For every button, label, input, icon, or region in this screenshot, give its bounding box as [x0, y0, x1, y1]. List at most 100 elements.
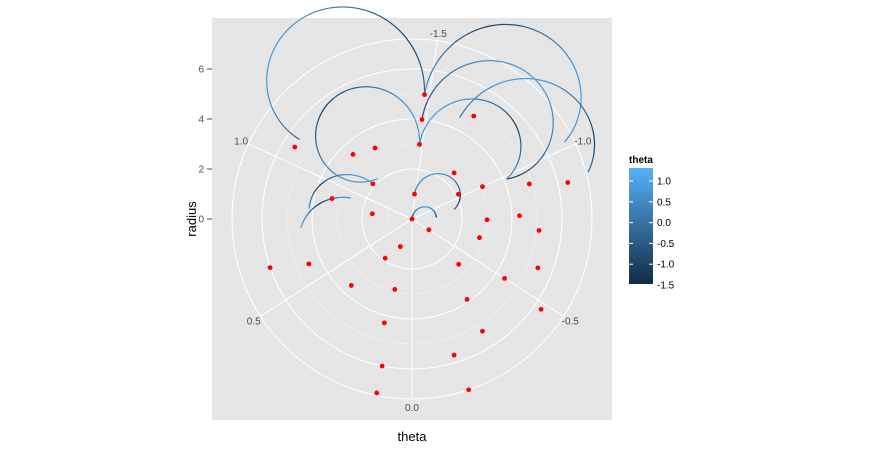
spiral-line-segment	[548, 100, 552, 107]
spiral-line-segment	[557, 44, 562, 49]
spiral-line-segment	[330, 6, 338, 9]
spiral-line-segment	[514, 65, 521, 69]
spiral-line-segment	[527, 72, 532, 77]
spiral-line-segment	[386, 90, 393, 94]
spiral-line-segment	[486, 86, 492, 90]
y-axis-title: radius	[184, 201, 199, 237]
spiral-line-segment	[476, 27, 483, 31]
spiral-line-segment	[432, 64, 436, 71]
spiral-line-segment	[510, 63, 517, 67]
spiral-line-segment	[417, 129, 420, 136]
spiral-line-segment	[398, 97, 404, 103]
data-point	[484, 217, 490, 223]
spiral-line-segment	[497, 81, 503, 85]
spiral-line-segment	[546, 35, 552, 40]
spiral-line-segment	[273, 111, 277, 117]
spiral-line-segment	[455, 38, 461, 43]
data-point	[565, 180, 571, 185]
spiral-line-segment	[330, 170, 335, 175]
spiral-line-segment	[546, 143, 550, 149]
spiral-line-segment	[477, 92, 482, 97]
data-point	[267, 265, 273, 271]
spiral-line-segment	[575, 120, 578, 126]
spiral-line-segment	[538, 31, 544, 35]
spiral-line-segment	[351, 87, 358, 90]
spiral-line-segment	[524, 26, 531, 29]
spiral-line-segment	[379, 15, 386, 20]
spiral-line-segment	[416, 124, 419, 131]
spiral-line-segment	[537, 158, 542, 163]
spiral-line-segment	[521, 171, 527, 175]
spiral-line-segment	[569, 131, 573, 136]
spiral-line-segment	[550, 105, 553, 111]
spiral-line-segment	[401, 100, 407, 106]
spiral-line-segment	[579, 82, 581, 88]
legend-tick-label: 0.5	[657, 197, 671, 208]
spiral-line-segment	[501, 80, 506, 84]
spiral-line-segment	[477, 60, 484, 63]
spiral-line-segment	[329, 98, 334, 103]
spiral-line-segment	[347, 88, 353, 91]
spiral-line-segment	[266, 68, 269, 75]
data-point	[422, 92, 427, 98]
spiral-line-segment	[541, 79, 547, 83]
data-point	[397, 244, 403, 250]
spiral-line-segment	[319, 111, 323, 117]
spiral-line-segment	[355, 86, 362, 89]
spiral-line-segment	[438, 78, 444, 84]
spiral-line-segment	[422, 75, 425, 84]
spiral-line-segment	[271, 48, 275, 55]
radius-tick-label: 0	[198, 215, 204, 226]
spiral-line-segment	[358, 8, 366, 11]
spiral-line-segment	[451, 41, 457, 46]
spiral-line-segment	[429, 68, 434, 75]
spiral-line-segment	[325, 7, 333, 10]
data-point	[381, 320, 387, 326]
theta-tick-label: 1.0	[234, 137, 248, 148]
spiral-line-segment	[540, 154, 544, 160]
spiral-line-segment	[534, 161, 539, 166]
spiral-line-segment	[540, 85, 544, 91]
spiral-line-segment	[266, 88, 269, 95]
spiral-line-segment	[268, 97, 271, 104]
spiral-line-segment	[310, 11, 317, 15]
legend-tick-label: 0.0	[657, 218, 671, 229]
theta-tick-label: -0.5	[562, 316, 580, 327]
data-point	[456, 261, 462, 267]
spiral-line-segment	[579, 86, 582, 93]
data-point	[379, 363, 385, 369]
spiral-line-segment	[537, 81, 542, 87]
spiral-line-segment	[437, 55, 442, 62]
spiral-line-segment	[319, 154, 323, 160]
spiral-line-segment	[340, 176, 346, 180]
spiral-line-segment	[435, 82, 441, 88]
data-point	[409, 216, 415, 222]
data-point	[350, 152, 356, 157]
spiral-line-segment	[271, 106, 275, 113]
spiral-line-segment	[300, 15, 307, 20]
grid-spoke	[248, 143, 413, 220]
spiral-line-segment	[296, 18, 302, 23]
spiral-line-segment	[548, 139, 552, 145]
spiral-line-segment	[347, 6, 355, 9]
data-point	[455, 191, 461, 197]
spiral-line-segment	[517, 173, 523, 177]
spiral-line-segment	[573, 65, 577, 71]
spiral-line-segment	[268, 58, 271, 65]
spiral-line-segment	[523, 69, 529, 74]
spiral-line-segment	[461, 109, 465, 115]
data-point	[535, 265, 541, 271]
spiral-line-segment	[267, 63, 270, 70]
spiral-line-segment	[496, 60, 503, 63]
spiral-line-segment	[544, 147, 549, 153]
spiral-line-segment	[577, 78, 581, 84]
legend-tick-label: -1.5	[657, 281, 675, 292]
spiral-line-segment	[545, 80, 550, 84]
theta-tick-label: 0.5	[247, 316, 261, 327]
data-point	[426, 227, 432, 233]
spiral-line-segment	[269, 102, 273, 109]
spiral-line-segment	[450, 69, 456, 74]
spiral-line-segment	[463, 33, 469, 37]
spiral-line-segment	[417, 58, 422, 66]
data-point	[471, 113, 477, 119]
